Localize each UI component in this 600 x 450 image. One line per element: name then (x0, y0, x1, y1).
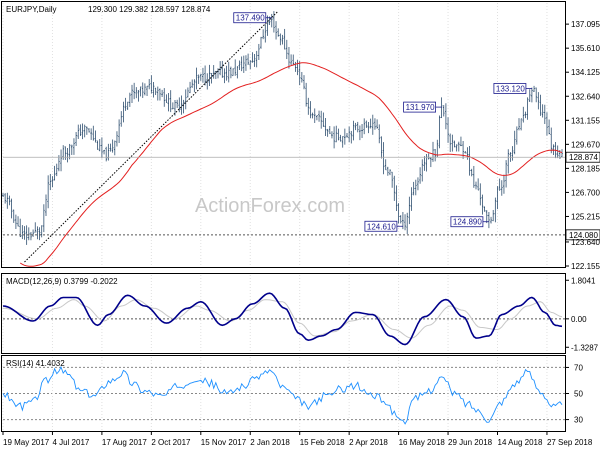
price-marks (2, 11, 563, 245)
price-y-tick-label: 129.670 (571, 140, 600, 149)
price-y-tick-label: 126.700 (571, 188, 600, 197)
rsi-y-tick-label: 70 (574, 363, 583, 372)
x-axis: 19 May 2017 4 Jul 2017 17 Aug 2017 2 Oct 20… (2, 431, 593, 447)
price-y-tick-label: 123.640 (571, 238, 600, 247)
x-tick-label: 19 May 2017 (3, 438, 50, 447)
rsi-marks (2, 365, 563, 425)
price-overlay: 124.080 128.874 137.490 131.970 133.120 124.6… (3, 10, 600, 263)
price-moving-average (19, 62, 563, 267)
price-title: EURJPY,Daily (6, 5, 57, 14)
rsi-y-axis: 70 50 30 (565, 363, 583, 425)
macd-pane-frame (1, 273, 566, 354)
macd-y-tick-label: 0.00 (571, 315, 587, 324)
macd-line (2, 292, 563, 346)
price-y-tick-label: 131.155 (571, 116, 600, 125)
macd-marks (2, 292, 563, 346)
callout-box (493, 83, 527, 94)
support-label: 124.080 (569, 231, 598, 240)
x-tick-label: 15 Nov 2017 (201, 438, 247, 447)
price-pane-frame (1, 1, 566, 268)
price-grid (2, 3, 548, 266)
last-price-label-box (565, 151, 600, 163)
x-tick-label: 29 Jun 2018 (448, 438, 493, 447)
x-tick-label: 15 Feb 2018 (300, 438, 345, 447)
x-tick-label: 2 Jan 2018 (250, 438, 290, 447)
callout-label: 133.120 (496, 84, 525, 93)
macd-signal-line (2, 299, 563, 339)
price-y-tick-label: 137.095 (571, 20, 600, 29)
x-tick-label: 27 Sep 2018 (547, 438, 593, 447)
callout-box (233, 12, 267, 24)
callout-label: 124.610 (367, 222, 396, 231)
price-y-tick-label: 132.640 (571, 92, 600, 101)
rsi-y-tick-label: 50 (574, 390, 583, 399)
callout-box (364, 220, 398, 232)
macd-y-tick-label: -1.3287 (571, 343, 599, 352)
x-tick-label: 17 Aug 2017 (102, 438, 147, 447)
x-tick-label: 4 Jul 2017 (52, 438, 89, 447)
macd-y-tick-label: 1.8041 (571, 276, 596, 285)
macd-y-axis: 1.8041 0.00 -1.3287 (565, 276, 599, 352)
price-ohlc-header: 129.300 129.382 128.597 128.874 (88, 5, 211, 14)
callout-label: 131.970 (406, 103, 435, 112)
price-y-tick-label: 135.610 (571, 44, 600, 53)
callout-label: 137.490 (236, 14, 265, 23)
x-tick-label: 14 Aug 2018 (498, 438, 543, 447)
trend-line (24, 10, 279, 263)
callout-label: 124.890 (453, 218, 482, 227)
price-y-tick-label: 125.215 (571, 212, 600, 221)
callout-box (450, 216, 484, 228)
price-y-tick-label: 134.125 (571, 68, 600, 77)
rsi-title: RSI(14) 41.4032 (6, 359, 65, 368)
x-tick-label: 2 Oct 2017 (151, 438, 191, 447)
rsi-line (2, 365, 563, 425)
macd-grid (2, 275, 565, 352)
watermark: ActionForex.com (195, 195, 345, 217)
callout-box (403, 101, 437, 113)
price-y-tick-label: 128.185 (571, 164, 600, 173)
rsi-y-tick-label: 30 (574, 416, 583, 425)
last-price-label: 128.874 (569, 153, 598, 162)
x-tick-label: 16 May 2018 (399, 438, 446, 447)
support-label-box (565, 229, 600, 241)
moving-average-line (19, 62, 563, 267)
price-y-axis: 137.095 135.610 134.125 132.640 131.155 129.6… (565, 20, 600, 271)
macd-title: MACD(12,26,9) 0.3799 -0.2022 (6, 277, 118, 286)
price-y-tick-label: 122.155 (571, 262, 600, 271)
x-tick-label: 2 Apr 2018 (349, 438, 388, 447)
